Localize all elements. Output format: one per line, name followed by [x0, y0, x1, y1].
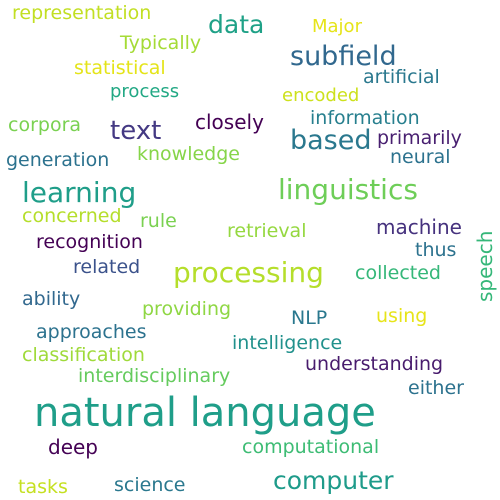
- word-process: process: [110, 81, 180, 102]
- word-representation: representation: [12, 2, 152, 24]
- word-closely: closely: [195, 110, 264, 134]
- word-understanding: understanding: [305, 353, 444, 375]
- word-using: using: [376, 305, 428, 327]
- word-natural-language: natural language: [34, 390, 376, 436]
- word-approaches: approaches: [36, 321, 147, 343]
- word-generation: generation: [6, 149, 110, 171]
- word-linguistics: linguistics: [278, 173, 418, 206]
- word-statistical: statistical: [74, 57, 166, 79]
- word-typically: Typically: [120, 32, 202, 54]
- word-machine: machine: [376, 215, 462, 239]
- word-knowledge: knowledge: [137, 143, 240, 165]
- word-rule: rule: [140, 210, 177, 232]
- word-interdisciplinary: interdisciplinary: [78, 365, 231, 387]
- word-either: either: [408, 377, 464, 399]
- word-classification: classification: [22, 344, 145, 366]
- word-related: related: [73, 256, 141, 278]
- word-corpora: corpora: [8, 114, 82, 136]
- word-subfield: subfield: [290, 41, 397, 72]
- word-recognition: recognition: [36, 231, 143, 253]
- word-collected: collected: [355, 262, 441, 284]
- word-computer: computer: [273, 466, 394, 495]
- word-science: science: [114, 474, 186, 496]
- word-major: Major: [312, 16, 362, 37]
- word-tasks: tasks: [18, 476, 68, 498]
- word-concerned: concerned: [22, 205, 122, 227]
- word-data: data: [208, 10, 265, 39]
- word-information: information: [310, 107, 420, 129]
- word-learning: learning: [22, 176, 137, 209]
- word-retrieval: retrieval: [227, 220, 307, 242]
- word-text: text: [110, 116, 162, 146]
- word-primarily: primarily: [377, 127, 462, 149]
- word-intelligence: intelligence: [232, 332, 343, 354]
- word-thus: thus: [415, 239, 457, 261]
- word-providing: providing: [142, 298, 232, 320]
- word-nlp: NLP: [291, 307, 328, 329]
- word-neural: neural: [390, 146, 451, 168]
- word-computational: computational: [242, 436, 380, 458]
- word-speech: speech: [473, 230, 497, 302]
- word-processing: processing: [173, 256, 324, 289]
- word-ability: ability: [22, 288, 81, 310]
- word-based: based: [290, 125, 372, 156]
- word-artificial: artificial: [363, 66, 440, 88]
- word-deep: deep: [48, 435, 98, 459]
- word-encoded: encoded: [282, 85, 360, 106]
